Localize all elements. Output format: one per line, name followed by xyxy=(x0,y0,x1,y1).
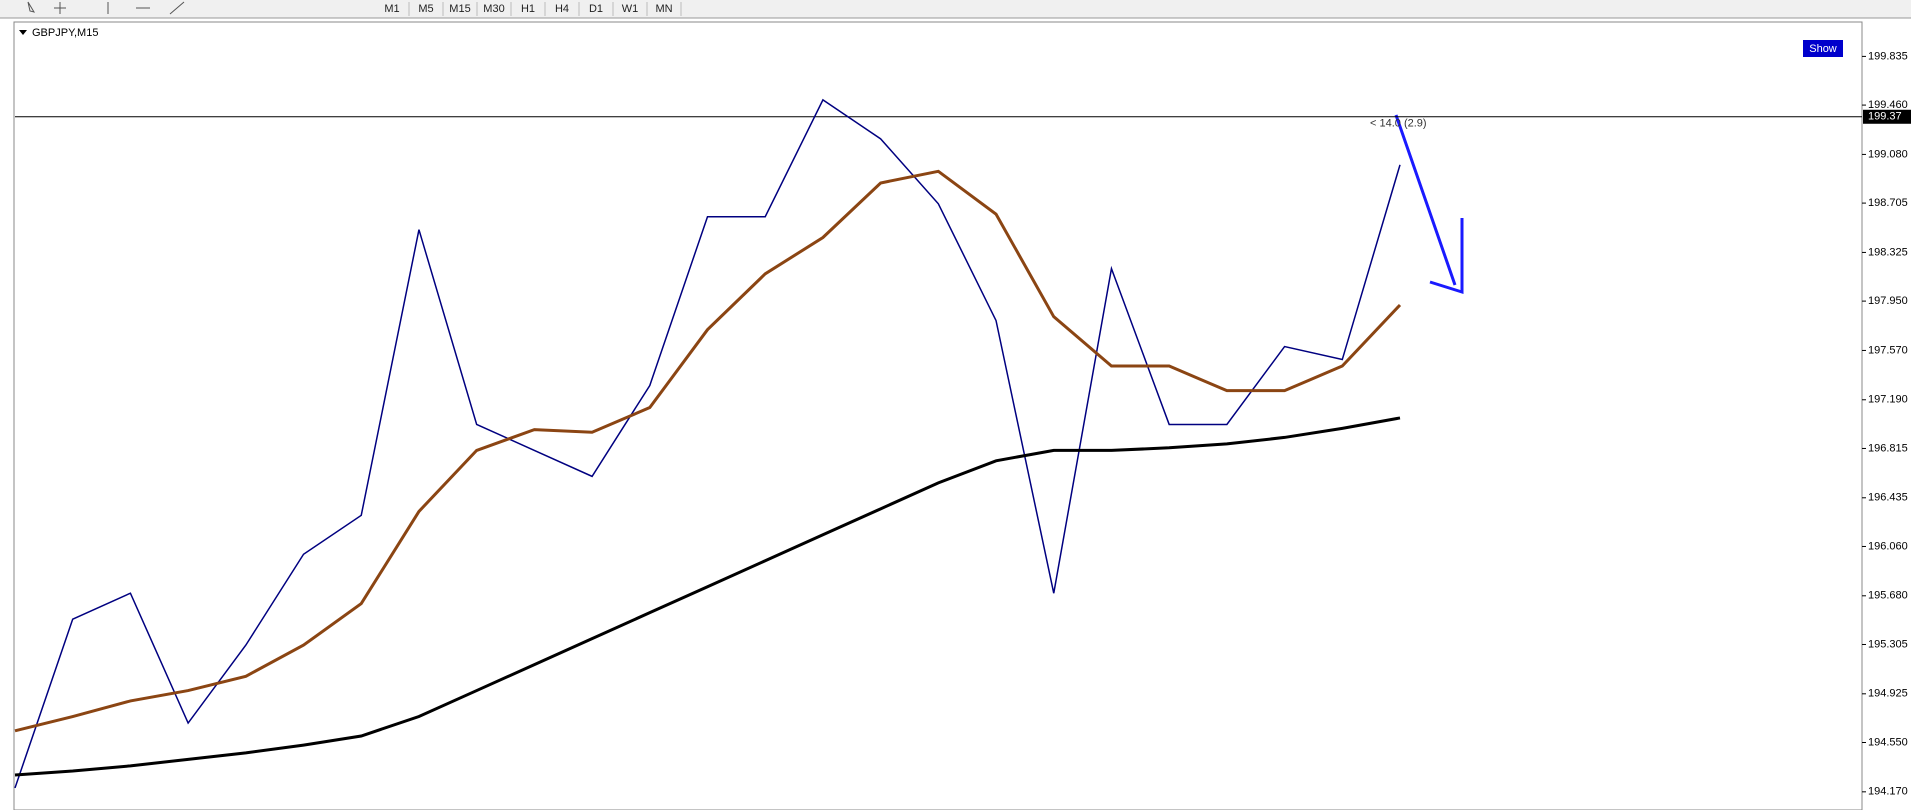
timeframe-button[interactable]: MN xyxy=(655,3,672,15)
timeframe-button[interactable]: H4 xyxy=(555,3,569,15)
timeframe-button[interactable]: D1 xyxy=(589,3,603,15)
y-tick-label: 196.815 xyxy=(1868,442,1908,454)
y-tick-label: 195.680 xyxy=(1868,590,1908,602)
timeframe-button[interactable]: M15 xyxy=(449,3,470,15)
current-price-label: 199.37 xyxy=(1868,111,1902,123)
y-tick-label: 198.705 xyxy=(1868,197,1908,209)
timeframe-button[interactable]: M1 xyxy=(384,3,399,15)
y-tick-label: 199.080 xyxy=(1868,148,1908,160)
price-series xyxy=(14,98,1401,789)
crosshair-icon xyxy=(54,2,66,14)
toolbar-icons xyxy=(27,1,185,15)
y-tick-label: 194.550 xyxy=(1868,736,1908,748)
menu-arrow xyxy=(19,30,27,35)
annotation: < 14.0 (2.9) xyxy=(1370,118,1427,130)
y-tick-label: 199.460 xyxy=(1868,99,1908,111)
y-tick-label: 194.170 xyxy=(1868,786,1908,798)
y-tick-label: 197.570 xyxy=(1868,344,1908,356)
show-button[interactable] xyxy=(1803,40,1843,57)
cursor-icon xyxy=(27,1,36,13)
show-button-label[interactable]: Show xyxy=(1809,43,1837,55)
y-tick-label: 197.950 xyxy=(1868,295,1908,307)
timeframe-button[interactable]: M30 xyxy=(483,3,504,15)
price-series xyxy=(14,169,1402,733)
y-tick-label: 195.305 xyxy=(1868,638,1908,650)
toolbar xyxy=(0,0,1911,18)
drawn-arrow xyxy=(1394,114,1464,295)
current-price-box xyxy=(1863,109,1911,124)
symbol-label: GBPJPY,M15 xyxy=(32,27,98,39)
y-tick-label: 197.190 xyxy=(1868,394,1908,406)
chart-area xyxy=(13,21,1863,810)
line-icons xyxy=(107,1,185,15)
y-tick-label: 196.435 xyxy=(1868,492,1908,504)
timeframe-button[interactable]: M5 xyxy=(418,3,433,15)
y-tick-label: 194.925 xyxy=(1868,688,1908,700)
timeframe-button[interactable]: H1 xyxy=(521,3,535,15)
timeframe-button[interactable]: W1 xyxy=(622,3,639,15)
price-series xyxy=(14,416,1401,777)
y-tick-label: 199.835 xyxy=(1868,50,1908,62)
y-tick-label: 198.325 xyxy=(1868,246,1908,258)
y-tick-label: 196.060 xyxy=(1868,540,1908,552)
